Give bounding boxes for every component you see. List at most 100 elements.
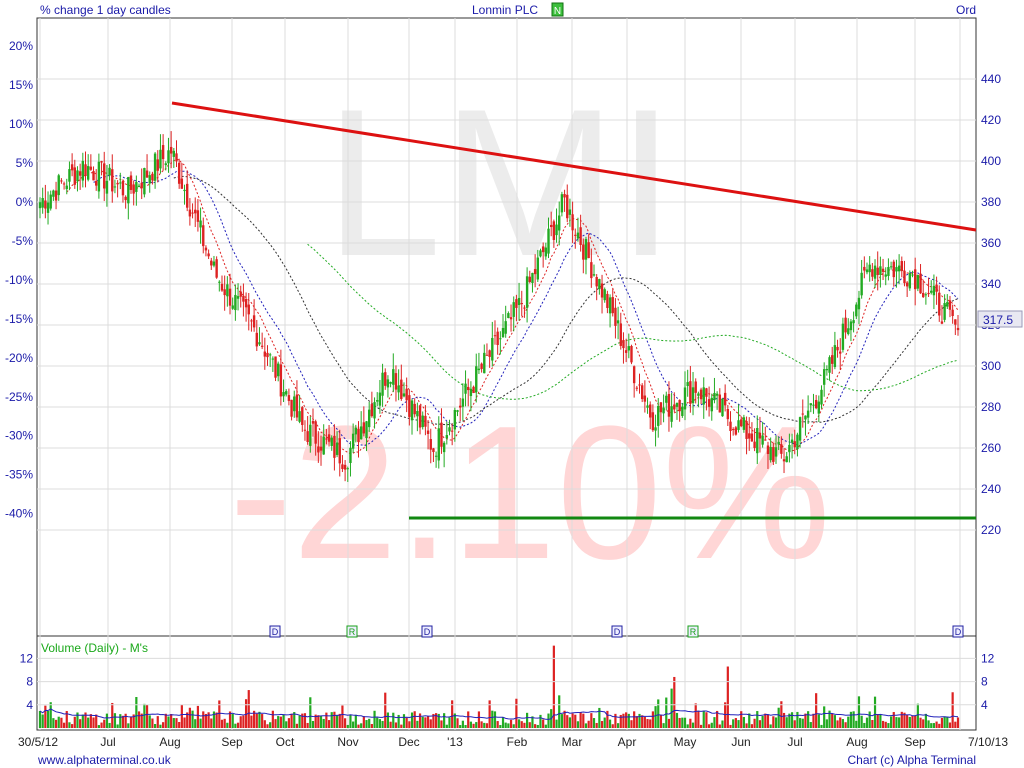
volume-bar [713,717,716,728]
candle-body [817,401,821,414]
volume-bar [560,714,563,728]
candle-body [517,297,521,305]
volume-bar [368,718,371,728]
volume-bar [774,717,778,728]
candle-body [252,315,256,328]
volume-bar [418,713,422,728]
volume-bar [946,716,949,728]
volume-bar [162,722,165,728]
candle-body [389,381,392,384]
volume-bar [191,710,194,728]
event-marker-label: D [955,627,962,637]
candle-body [311,421,315,424]
candle-body [140,182,143,189]
candle-body [137,185,141,188]
volume-bar [341,705,344,728]
candle-body [493,335,497,337]
volume-bar [584,723,588,728]
price-tick-label: 420 [981,113,1001,127]
date-tick-label: Jul [100,735,115,749]
candle-body [649,404,652,418]
volume-bar [397,714,400,728]
candle-body [897,265,901,272]
candle-body [242,295,245,302]
volume-bar [635,716,638,728]
event-marker[interactable] [611,625,623,638]
volume-bar [279,716,282,728]
news-badge[interactable] [551,2,564,17]
candle-body [343,464,347,470]
volume-bar [924,713,927,728]
volume-bar [595,722,598,728]
volume-bar [860,715,863,728]
volume-bar [360,723,363,728]
volume-bar [496,721,499,728]
candle-body [930,290,933,293]
candle-body [911,274,914,276]
candle-body [509,317,513,320]
date-tick-label: Aug [846,735,867,749]
candle-body [116,182,119,185]
candle-body [686,382,689,387]
volume-bar [900,711,903,728]
volume-bar [469,721,472,728]
event-marker[interactable] [687,625,699,638]
volume-bar [226,722,229,728]
footer-website[interactable]: www.alphaterminal.co.uk [37,753,172,767]
candle-body [204,247,208,251]
candle-body [164,163,167,166]
volume-panel-frame [36,635,977,731]
volume-bar [804,713,807,728]
candle-body [515,299,518,308]
price-tick-label: 260 [981,441,1001,455]
volume-bar [568,717,572,728]
candle-body [143,168,146,195]
volume-bar [71,724,74,728]
volume-bar [761,715,764,728]
volume-bar [49,702,52,728]
volume-bar [60,717,63,728]
candle-body [694,381,697,393]
candle-body [397,385,400,393]
volume-bar [892,712,895,728]
volume-bar [274,719,277,728]
candle-body [844,317,847,333]
candle-body [464,383,467,394]
candle-body [236,296,240,299]
pct-tick-label: 15% [9,78,33,92]
volume-bar [333,711,336,728]
date-tick-label: Nov [337,735,358,749]
volume-bar [812,713,815,728]
volume-bar [879,714,882,728]
candle-body [699,389,703,400]
candle-body [234,294,237,311]
candle-body [603,289,606,301]
volume-bar [461,720,464,728]
candle-body [657,405,660,426]
candle-body [643,395,647,402]
candle-body [849,321,853,331]
volume-bar [234,723,237,728]
volume-bar [459,725,462,728]
volume-bar [590,713,593,728]
candle-body [598,279,601,290]
volume-bar [180,704,183,728]
candle-body [309,424,312,446]
event-marker[interactable] [952,625,964,638]
candle-body [839,351,842,354]
volume-bar [113,713,117,728]
volume-bar [665,697,668,728]
event-marker[interactable] [421,625,433,638]
candle-body [924,294,928,296]
event-marker[interactable] [269,625,281,638]
volume-bar [600,721,604,728]
volume-bar [344,718,347,728]
candle-body [244,298,248,308]
candle-body [678,399,681,412]
volume-bar [183,717,186,728]
volume-bar [81,714,84,728]
candle-body [276,363,280,377]
volume-bar [646,719,649,728]
event-marker[interactable] [346,625,358,638]
candle-body [499,338,502,340]
